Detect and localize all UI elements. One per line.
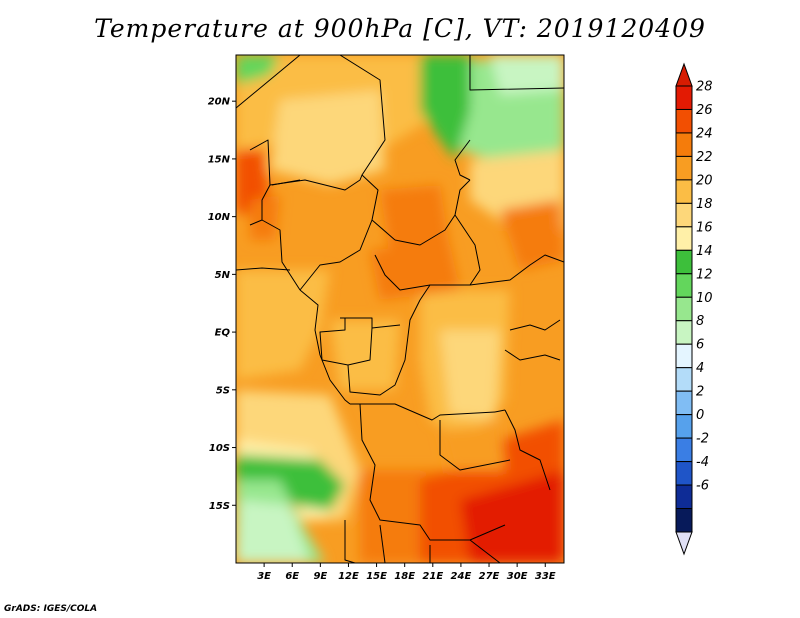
colorbar-label: 16 (696, 220, 713, 235)
lon-tick-label: 12E (338, 571, 359, 582)
colorbar-swatch (675, 179, 693, 204)
lon-tick-label: 3E (257, 571, 271, 582)
lon-tick-label: 30E (507, 571, 528, 582)
colorbar-label: 14 (696, 244, 713, 259)
lat-tick-label: 5S (216, 385, 230, 396)
colorbar-label: 28 (696, 80, 713, 95)
colorbar-label: 2 (696, 385, 704, 400)
lon-tick-label: 33E (535, 571, 556, 582)
colorbar-swatch (675, 414, 693, 439)
colorbar-bottom-arrow (675, 531, 693, 556)
colorbar-label: 18 (696, 197, 713, 212)
colorbar-swatch (675, 461, 693, 486)
map-frame (235, 54, 565, 564)
colorbar-label: 26 (696, 103, 713, 118)
colorbar-swatch (675, 484, 693, 510)
colorbar-label: 22 (696, 150, 713, 165)
colorbar-swatch (675, 273, 693, 298)
colorbar-swatch (675, 343, 693, 369)
colorbar-top-arrow (675, 62, 693, 87)
latitude-axis: 20N 15N 10N 5N EQ 5S 10S 15S (208, 97, 236, 512)
colorbar-swatch (675, 108, 693, 134)
country-borders (236, 55, 564, 563)
colorbar-swatch (675, 249, 693, 275)
temperature-field (236, 55, 564, 563)
colorbar-label: -4 (696, 455, 709, 470)
colorbar-swatch (675, 202, 693, 228)
colorbar-swatch (675, 320, 693, 345)
colorbar-label: 8 (696, 314, 704, 329)
colorbar-swatch (675, 132, 693, 157)
lon-tick-label: 9E (313, 571, 327, 582)
colorbar-swatch (675, 508, 693, 533)
colorbar-label: 4 (696, 361, 704, 376)
colorbar-label: 20 (696, 173, 713, 188)
lat-tick-label: EQ (215, 328, 231, 339)
colorbar-swatch (675, 367, 693, 392)
colorbar-label: 24 (696, 126, 713, 141)
lat-tick-label: 15S (209, 501, 230, 512)
lon-tick-label: 18E (394, 571, 415, 582)
colorbar-label: 12 (696, 267, 713, 282)
colorbar-swatch (675, 437, 693, 463)
lon-tick-label: 21E (422, 571, 443, 582)
lon-tick-label: 27E (479, 571, 500, 582)
colorbar-label: 6 (696, 338, 704, 353)
colorbar-swatch (675, 85, 693, 110)
colorbar-swatch (675, 390, 693, 416)
colorbar-label: -2 (696, 432, 709, 447)
lat-tick-label: 10S (209, 443, 230, 454)
map-title: Temperature at 900hPa [C], VT: 201912040… (94, 14, 706, 43)
grads-credit: GrADS: IGES/COLA (4, 604, 98, 614)
colorbar-label: 0 (696, 408, 704, 423)
lat-tick-label: 5N (215, 270, 231, 281)
lat-tick-label: 20N (208, 97, 231, 108)
colorbar-label: -6 (696, 479, 709, 494)
lon-tick-label: 24E (451, 571, 472, 582)
colorbar-swatch (675, 155, 693, 181)
longitude-axis: 3E 6E 9E 12E 15E 18E 21E 24E 27E 30E 33E (257, 563, 556, 582)
lat-tick-label: 10N (208, 212, 231, 223)
colorbar-label: 10 (696, 291, 713, 306)
colorbar-swatch (675, 296, 693, 322)
lat-tick-label: 15N (208, 154, 231, 165)
colorbar-swatch (675, 226, 693, 251)
lon-tick-label: 6E (285, 571, 299, 582)
lon-tick-label: 15E (366, 571, 387, 582)
